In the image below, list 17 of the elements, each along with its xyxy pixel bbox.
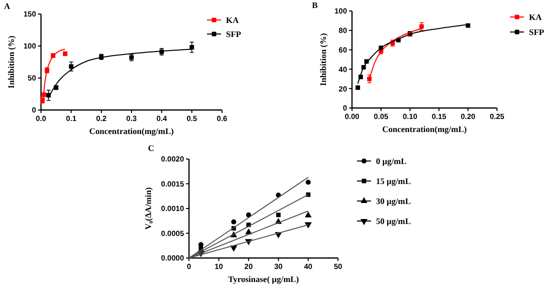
y-axis-title: Inhibition (%) bbox=[6, 36, 16, 88]
chart-title: A bbox=[4, 1, 11, 11]
chart-title: B bbox=[312, 0, 318, 10]
legend-label: KA bbox=[529, 12, 543, 22]
x-axis-title: Concentration(mg/mL) bbox=[382, 124, 467, 134]
legend-label: SFP bbox=[226, 29, 242, 39]
x-axis-title: Concentration(mg/mL) bbox=[89, 126, 174, 136]
y-axis-title: Inhibition (%) bbox=[318, 33, 328, 86]
y-axis-title: V₀(ΔA/min) bbox=[143, 187, 153, 230]
legend-label: 0 μg/mL bbox=[376, 156, 407, 166]
chart-title: C bbox=[148, 143, 154, 153]
x-axis-title: Tyrosinase( μg/mL) bbox=[228, 274, 300, 284]
legend-label: 15 μg/mL bbox=[376, 176, 412, 186]
legend-label: KA bbox=[226, 15, 240, 25]
legend-label: 30 μg/mL bbox=[376, 196, 412, 206]
legend-label: SFP bbox=[529, 27, 544, 37]
legend-label: 50 μg/mL bbox=[376, 216, 412, 226]
